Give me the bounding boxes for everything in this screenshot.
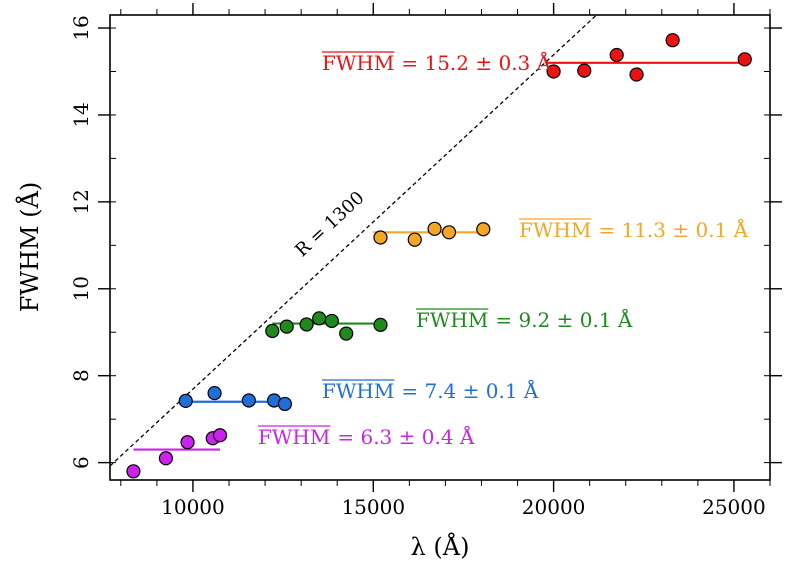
resolution-line: [110, 15, 597, 467]
data-point-orange: [476, 222, 491, 237]
y-tick-label: 12: [69, 189, 93, 214]
annotation-prefix-orange: FWHM: [519, 218, 591, 242]
x-axis-label: λ (Å): [411, 532, 470, 561]
data-point-purple: [180, 435, 195, 450]
annotation-red: FWHM = 15.2 ± 0.3 Å: [322, 50, 552, 75]
annotation-prefix-purple: FWHM: [258, 425, 330, 449]
data-point-green: [339, 326, 354, 341]
x-tick-label: 15000: [341, 495, 405, 519]
plot-frame: [109, 14, 771, 481]
data-point-green: [265, 323, 280, 339]
data-point-red: [609, 47, 624, 63]
x-tick-label: 20000: [522, 495, 586, 519]
annotation-prefix-blue: FWHM: [322, 379, 394, 403]
annotation-value-purple: = 6.3 ± 0.4 Å: [337, 424, 475, 449]
resolution-line-label: R = 1300: [291, 187, 368, 261]
annotation-value-blue: = 7.4 ± 0.1 Å: [401, 378, 539, 403]
data-point-green: [279, 319, 294, 334]
data-point-orange: [441, 225, 457, 240]
data-point-purple: [126, 464, 141, 479]
data-point-blue: [178, 393, 193, 409]
data-point-green: [324, 313, 339, 329]
data-point-red: [629, 67, 644, 82]
data-point-orange: [373, 230, 388, 245]
data-point-green: [299, 317, 314, 332]
data-point-purple: [212, 428, 228, 443]
annotation-green: FWHM = 9.2 ± 0.1 Å: [416, 307, 633, 332]
annotation-blue: FWHM = 7.4 ± 0.1 Å: [322, 378, 539, 403]
y-tick-label: 14: [69, 102, 93, 127]
data-point-orange: [427, 221, 442, 236]
data-point-red: [577, 63, 592, 78]
y-tick-label: 10: [69, 276, 93, 301]
data-point-green: [312, 311, 327, 326]
data-point-blue: [241, 393, 256, 408]
annotation-purple: FWHM = 6.3 ± 0.4 Å: [258, 424, 475, 449]
y-tick-label: 16: [69, 15, 93, 40]
annotation-value-orange: = 11.3 ± 0.1 Å: [598, 217, 748, 242]
data-point-red: [737, 52, 752, 67]
annotation-value-red: = 15.2 ± 0.3 Å: [401, 50, 551, 75]
y-tick-label: 6: [69, 456, 93, 469]
data-point-red: [665, 33, 680, 48]
annotation-orange: FWHM = 11.3 ± 0.1 Å: [519, 217, 749, 242]
y-tick-label: 8: [69, 369, 93, 382]
data-point-green: [373, 317, 388, 332]
x-tick-label: 10000: [161, 495, 225, 519]
y-axis-label: FWHM (Å): [15, 182, 44, 313]
annotation-prefix-red: FWHM: [322, 51, 394, 75]
data-point-orange: [407, 232, 422, 247]
data-point-blue: [277, 396, 293, 412]
annotation-prefix-green: FWHM: [416, 308, 488, 332]
annotation-value-green: = 9.2 ± 0.1 Å: [495, 307, 633, 332]
data-point-red: [546, 64, 561, 79]
x-tick-label: 25000: [702, 495, 766, 519]
data-point-purple: [158, 451, 174, 466]
data-point-blue: [207, 385, 222, 401]
